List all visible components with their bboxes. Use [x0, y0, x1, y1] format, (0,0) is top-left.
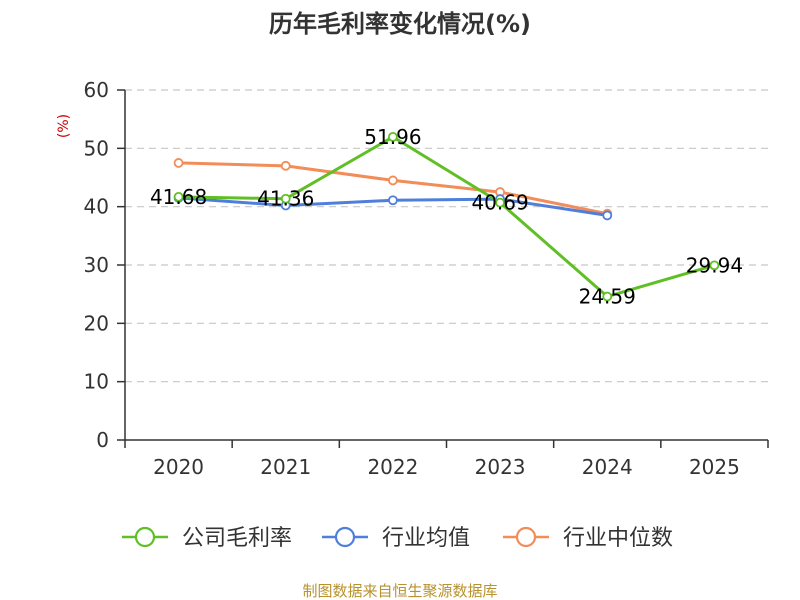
data-point[interactable]	[388, 195, 398, 206]
legend-label: 行业均值	[382, 526, 470, 551]
y-tick-label: 0	[96, 428, 109, 452]
legend-label: 公司毛利率	[182, 526, 292, 551]
legend[interactable]: 公司毛利率 行业均值 行业中位数	[122, 526, 673, 551]
data-labels: 41.68 41.36 51.96 40.69 24.59 29.94	[150, 125, 743, 309]
data-point[interactable]	[602, 210, 613, 221]
data-label: 24.59	[579, 285, 636, 309]
data-label: 41.36	[257, 187, 314, 211]
data-point[interactable]	[280, 193, 291, 204]
axes: 0 10 20 30 40 50 60 2020 2021 2022 2023 2024 2025	[84, 78, 769, 479]
y-tick-label: 10	[84, 370, 109, 394]
y-tick-label: 20	[84, 311, 109, 335]
legend-marker	[334, 526, 356, 548]
data-point[interactable]	[602, 291, 613, 302]
data-point[interactable]	[388, 175, 398, 186]
data-label: 40.69	[471, 191, 528, 215]
legend-item-1[interactable]: 行业均值	[322, 526, 470, 551]
y-axis-unit: (%)	[56, 114, 72, 138]
x-tick-label: 2020	[153, 455, 204, 479]
series-0	[173, 131, 720, 302]
data-point[interactable]	[173, 191, 184, 202]
legend-item-0[interactable]: 公司毛利率	[122, 526, 292, 551]
data-label: 41.68	[150, 185, 207, 209]
x-tick-label: 2024	[582, 455, 633, 479]
legend-label: 行业中位数	[563, 526, 673, 551]
data-point[interactable]	[388, 131, 398, 142]
source-note: 制图数据来自恒生聚源数据库	[302, 582, 497, 600]
data-point[interactable]	[495, 197, 505, 208]
y-tick-label: 40	[84, 195, 109, 219]
y-tick-label: 60	[84, 78, 109, 102]
data-point[interactable]	[173, 158, 184, 168]
legend-item-2[interactable]: 行业中位数	[503, 526, 673, 551]
x-tick-label: 2025	[689, 455, 740, 479]
series-line	[178, 135, 715, 299]
legend-marker	[134, 526, 156, 548]
y-tick-label: 30	[84, 253, 109, 277]
x-tick-label: 2021	[260, 455, 311, 479]
data-point[interactable]	[709, 260, 720, 271]
data-label: 29.94	[686, 253, 743, 277]
x-tick-label: 2022	[367, 455, 418, 479]
legend-marker	[515, 526, 537, 548]
grid-lines	[125, 89, 768, 383]
series-2	[173, 158, 613, 219]
series-group: 41.68 41.36 51.96 40.69 24.59 29.94	[150, 125, 743, 309]
x-tick-label: 2023	[475, 455, 526, 479]
y-tick-label: 50	[84, 136, 109, 160]
data-point[interactable]	[280, 160, 291, 171]
data-label: 51.96	[364, 125, 421, 149]
chart-title: 历年毛利率变化情况(%)	[269, 10, 531, 38]
